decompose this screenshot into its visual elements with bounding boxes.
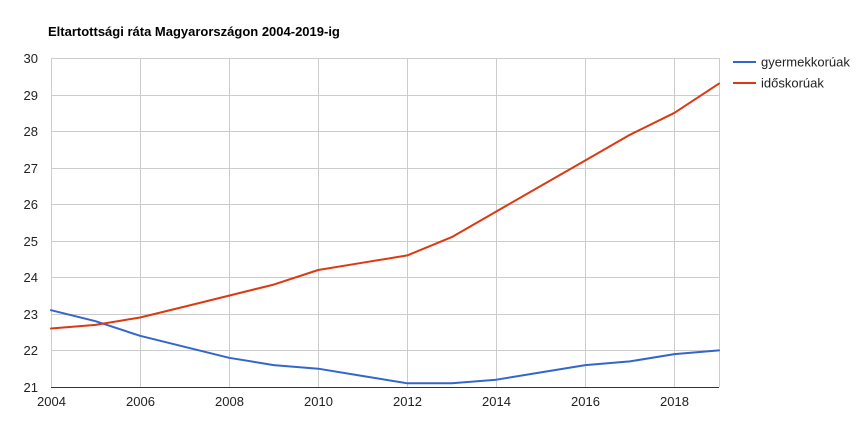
x-tick-label: 2012 <box>393 394 422 409</box>
y-tick-label: 24 <box>24 270 38 285</box>
x-tick-label: 2010 <box>304 394 333 409</box>
y-tick-label: 21 <box>24 380 38 395</box>
gridlines <box>51 58 720 388</box>
y-tick-label: 30 <box>24 51 38 66</box>
series-line-2 <box>50 82 720 330</box>
x-tick-label: 2014 <box>482 394 511 409</box>
series-line-1 <box>50 309 720 385</box>
legend: gyermekkorúak időskorúak <box>733 55 850 91</box>
x-tick-label: 2004 <box>37 394 66 409</box>
x-tick-label: 2006 <box>126 394 155 409</box>
y-tick-label: 23 <box>24 307 38 322</box>
x-tick-label: 2016 <box>571 394 600 409</box>
chart-title: Eltartottsági ráta Magyarországon 2004-2… <box>48 24 340 39</box>
legend-label: gyermekkorúak <box>761 55 850 70</box>
y-tick-label: 26 <box>24 197 38 212</box>
x-tick-label: 2008 <box>215 394 244 409</box>
y-tick-label: 29 <box>24 88 38 103</box>
legend-label: időskorúak <box>761 76 824 91</box>
y-tick-label: 27 <box>24 161 38 176</box>
y-axis: 21 22 23 24 25 26 27 28 29 30 <box>24 51 38 395</box>
y-tick-label: 28 <box>24 124 38 139</box>
x-axis: 2004 2006 2008 2010 2012 2014 2016 2018 <box>37 394 689 409</box>
x-tick-label: 2018 <box>660 394 689 409</box>
y-tick-label: 22 <box>24 343 38 358</box>
series-lines <box>50 82 720 385</box>
y-tick-label: 25 <box>24 234 38 249</box>
